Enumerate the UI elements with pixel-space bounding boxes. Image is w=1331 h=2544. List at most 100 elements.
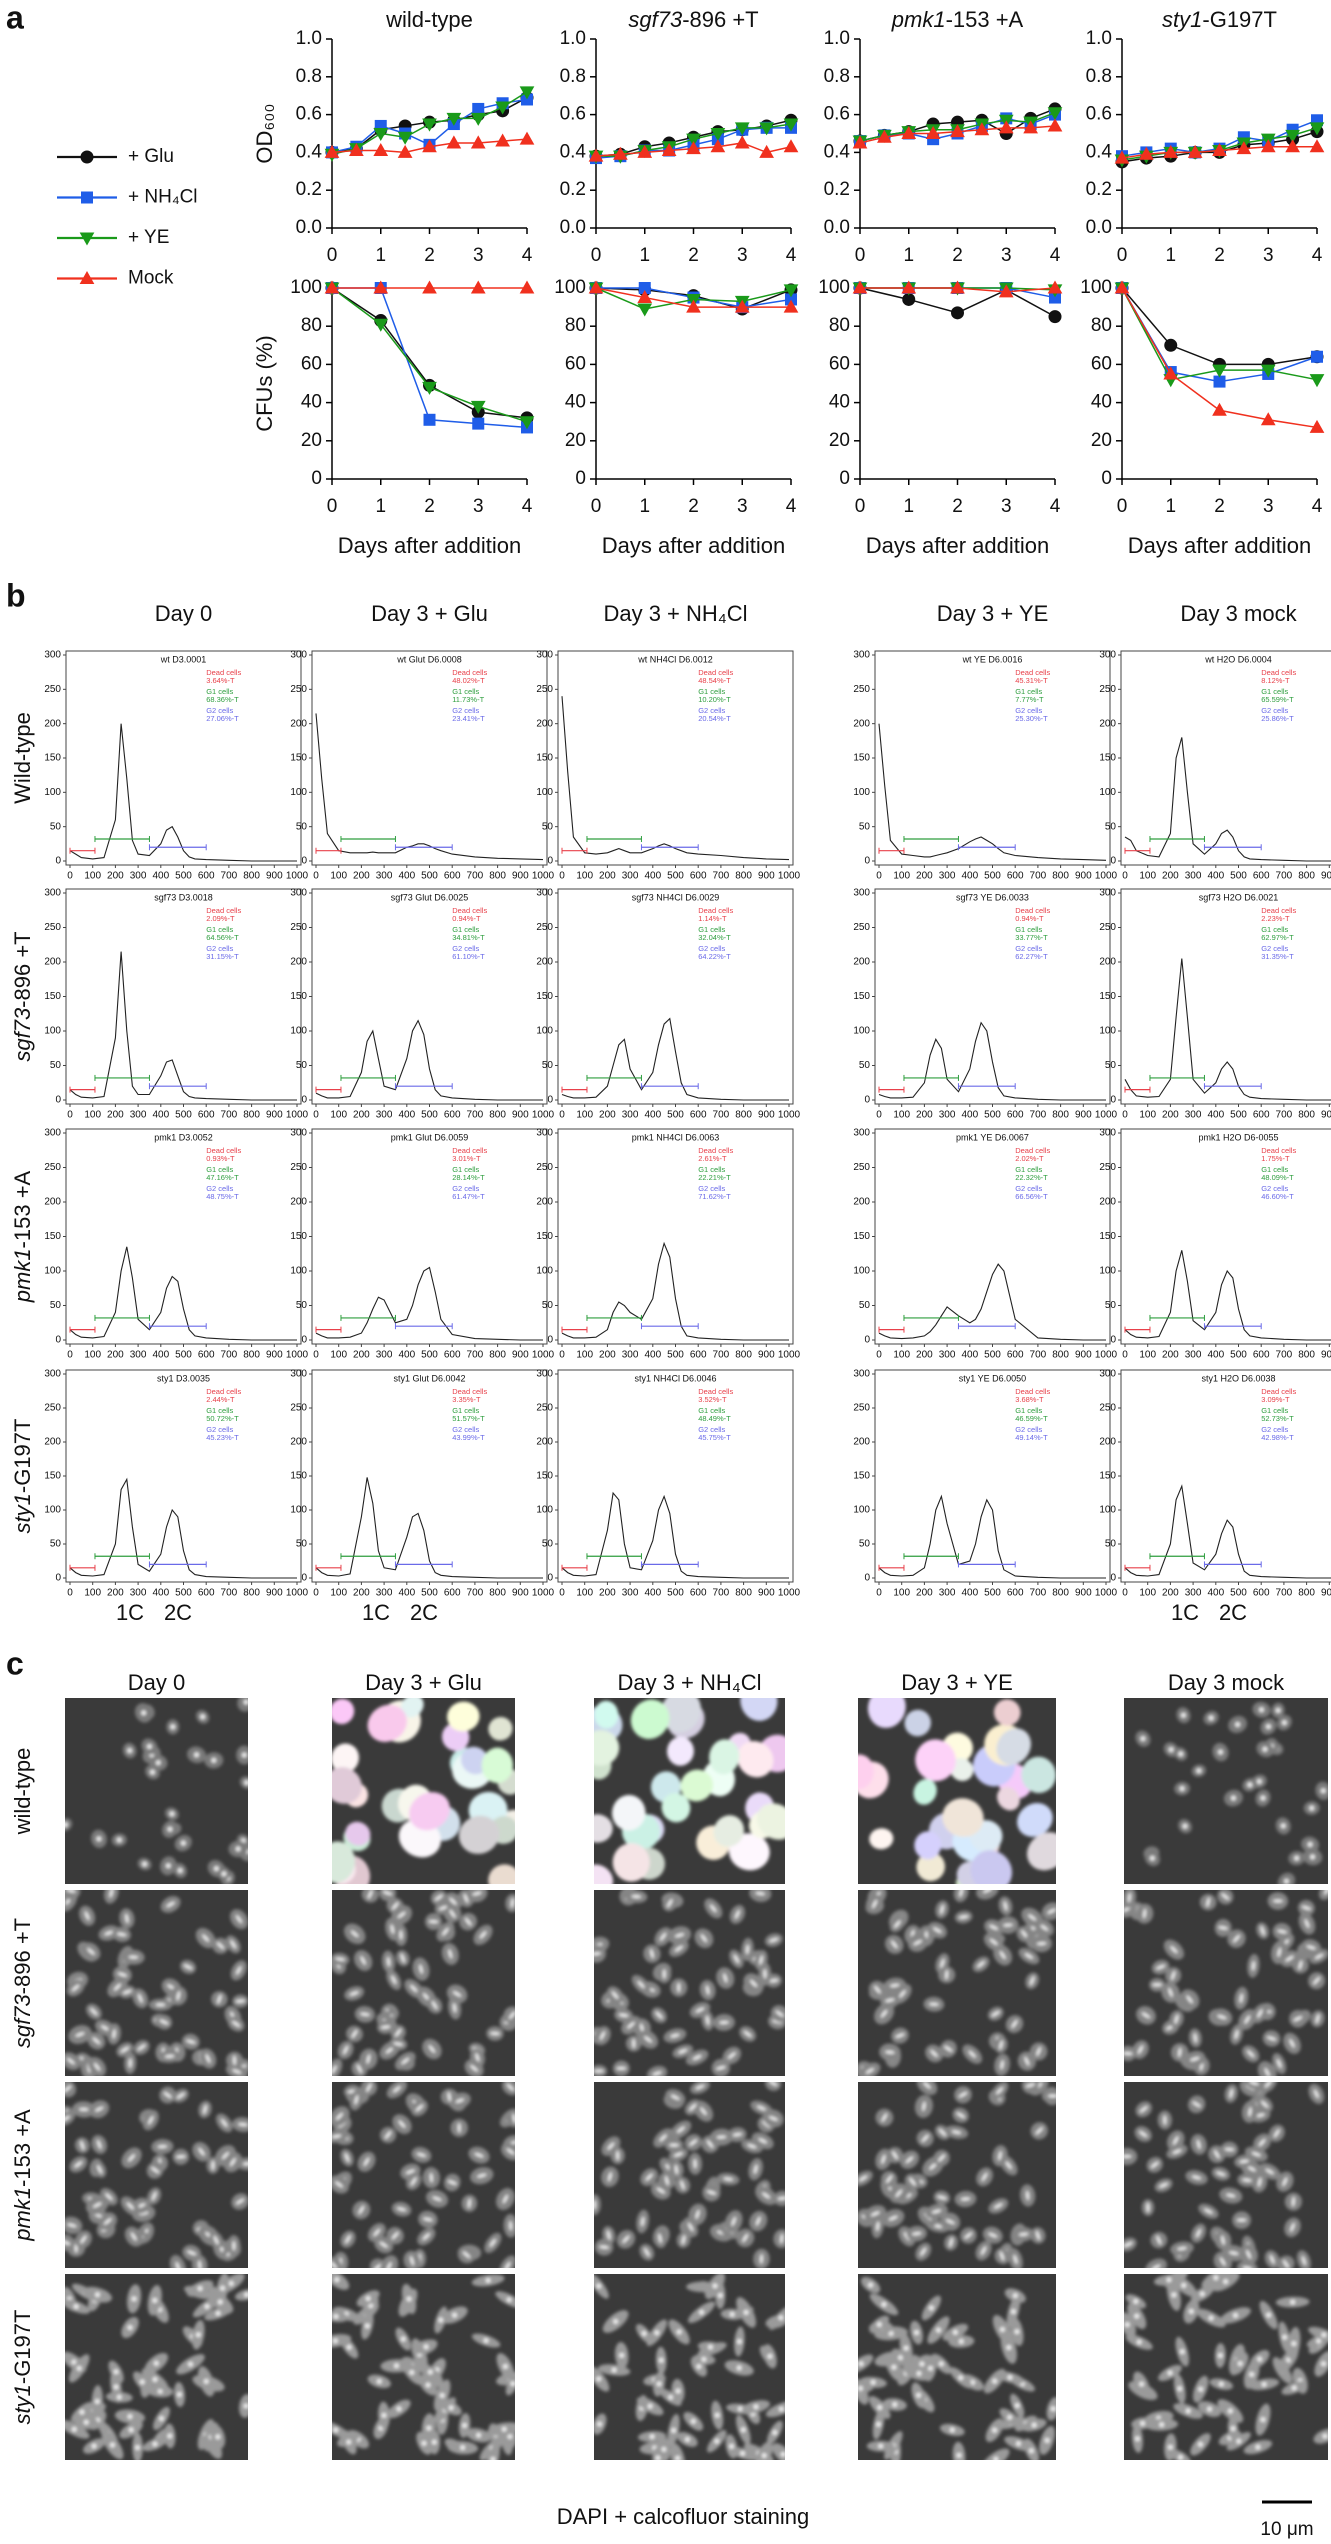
gate-value: 49.14%-T	[1015, 1433, 1048, 1442]
nucleus	[1313, 1976, 1321, 1985]
gate-name: G2 cells	[452, 1425, 479, 1434]
gate-value: 48.09%-T	[1261, 1173, 1294, 1182]
nucleus	[949, 2427, 955, 2433]
nucleus	[1124, 2155, 1132, 2159]
x-tick-label: 100	[1139, 1588, 1156, 1599]
nucleus	[876, 2221, 880, 2232]
gate-name: G1 cells	[452, 1406, 479, 1415]
nucleus	[221, 2151, 230, 2160]
nucleus	[1213, 2275, 1219, 2281]
y-tick-label: 250	[290, 922, 307, 933]
x-tick-label: 500	[1230, 871, 1247, 882]
histogram-line	[315, 1019, 543, 1101]
nucleus	[241, 1752, 247, 1758]
x-tick-label: 200	[1162, 871, 1179, 882]
histogram-line	[878, 1263, 1106, 1341]
gate-value: 42.98%-T	[1261, 1433, 1294, 1442]
nucleus	[1140, 2420, 1146, 2426]
x-tick-label: 300	[376, 1110, 393, 1121]
nucleus	[891, 2364, 897, 2370]
row-label-text: -G197T	[10, 2310, 35, 2385]
cells	[858, 2276, 1056, 2460]
marker	[373, 318, 389, 332]
nucleus	[1282, 2334, 1288, 2340]
nucleus	[959, 1890, 964, 1898]
marker	[637, 144, 653, 158]
y-tick-label: 0	[547, 856, 553, 867]
nucleus	[1047, 1908, 1056, 1914]
nucleus	[1291, 2341, 1297, 2347]
nucleus	[211, 1757, 217, 1763]
x-tick-label: 0	[559, 871, 565, 882]
nucleus	[429, 2172, 433, 2183]
x-tick-label: 4	[522, 496, 533, 517]
nucleus	[472, 1891, 482, 1896]
gate-value: 2.44%-T	[206, 1395, 235, 1404]
gate-value: 1.75%-T	[1261, 1154, 1290, 1163]
gate-value: 25.86%-T	[1261, 714, 1294, 723]
nucleus	[999, 1950, 1006, 1960]
gate-value: 2.02%-T	[1015, 1154, 1044, 1163]
nucleus	[1314, 1953, 1324, 1960]
x-tick-label: 500	[421, 1350, 438, 1361]
x-tick-label: 0	[327, 496, 338, 517]
nucleus	[157, 2388, 163, 2394]
x-tick-label: 400	[1207, 1588, 1224, 1599]
marker	[661, 142, 677, 157]
nucleus	[631, 1894, 642, 1899]
y-axis-label: OD₆₀₀	[252, 103, 277, 163]
nucleus	[422, 2217, 433, 2222]
nucleus	[398, 2120, 406, 2128]
nucleus	[981, 2172, 988, 2182]
row-label: pmk1-153 +A	[10, 2109, 35, 2242]
nucleus	[706, 2140, 714, 2149]
x-tick-label: 400	[398, 1588, 415, 1599]
chart-title: sty1 Glut D6.0042	[393, 1373, 465, 1383]
cells	[65, 1698, 248, 1884]
nucleus	[426, 2425, 432, 2431]
nucleus	[707, 2344, 713, 2350]
marker	[519, 280, 535, 294]
x-tick-label: 600	[1253, 1350, 1270, 1361]
gate-value: 48.02%-T	[452, 676, 485, 685]
y-tick-label: 100	[536, 787, 553, 798]
nucleus	[215, 2310, 221, 2316]
nucleus	[759, 1955, 763, 1965]
x-tick-label: 900	[266, 1588, 283, 1599]
y-tick-label: 200	[44, 957, 61, 968]
x-tick-label: 800	[735, 1588, 752, 1599]
nucleus	[641, 2216, 645, 2227]
nucleus	[127, 2414, 133, 2420]
nucleus	[200, 1714, 206, 1720]
nucleus	[778, 2406, 784, 2412]
cell	[996, 1728, 1031, 1765]
nucleus	[714, 2412, 720, 2418]
nucleus	[1028, 1914, 1037, 1921]
gate-name: G2 cells	[1261, 706, 1288, 715]
chart-title: sty1 D3.0035	[157, 1373, 210, 1383]
marker	[852, 280, 868, 294]
nucleus	[432, 2196, 442, 2201]
x-tick-label: 900	[758, 1110, 775, 1121]
y-tick-label: 0	[301, 1335, 307, 1346]
nucleus	[152, 2297, 158, 2303]
marker	[1236, 141, 1252, 155]
x-tick-label: 100	[330, 1110, 347, 1121]
cells	[1124, 2274, 1328, 2460]
nucleus	[928, 2305, 934, 2311]
cell	[594, 1700, 619, 1729]
chart-title: pmk1 YE D6.0067	[956, 1132, 1029, 1142]
x-tick-label: 400	[152, 1110, 169, 1121]
nucleus	[442, 1927, 449, 1936]
x-tick-label: 900	[512, 1110, 529, 1121]
gate-value: 11.73%-T	[452, 695, 484, 704]
nucleus	[761, 2453, 767, 2459]
nucleus	[217, 2299, 223, 2305]
nucleus	[422, 2233, 431, 2241]
marker	[1212, 364, 1227, 378]
row-label-text: -896 +T	[10, 931, 35, 1007]
nucleus	[729, 2311, 735, 2317]
marker	[472, 102, 485, 115]
peak-label: 1C	[116, 1600, 144, 1625]
chart-title-italic: sty1	[1162, 7, 1202, 32]
